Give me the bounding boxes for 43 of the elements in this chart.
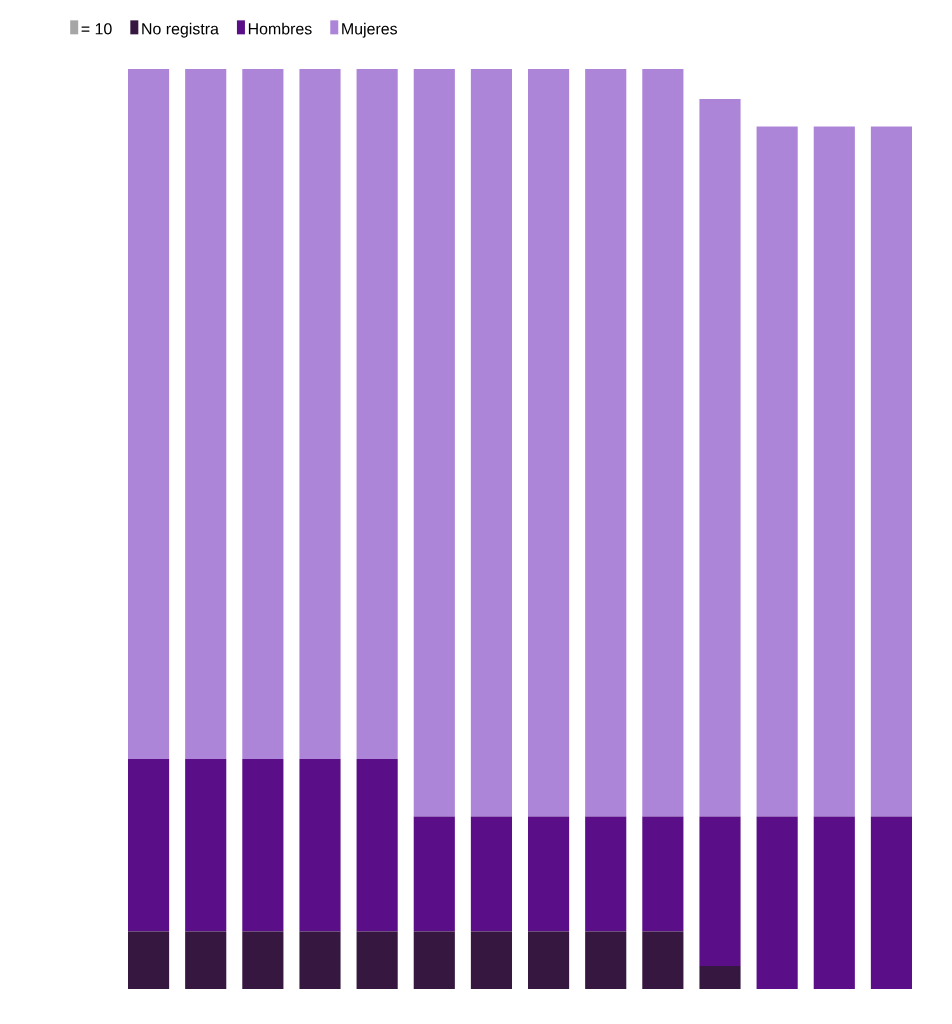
bar [128, 758, 170, 932]
bar [185, 758, 227, 932]
bar [870, 816, 913, 989]
bar [642, 816, 684, 932]
bar [585, 816, 627, 932]
bar [470, 68, 512, 817]
bar [528, 816, 570, 932]
bar [470, 931, 512, 989]
bar [642, 931, 684, 989]
bar [470, 816, 512, 932]
bar [699, 816, 741, 966]
bar [413, 931, 455, 989]
bar [870, 126, 913, 817]
bar [299, 931, 341, 989]
bar [299, 758, 341, 932]
bar [242, 758, 284, 932]
bar [185, 931, 227, 989]
legend-label: Mujeres [342, 22, 398, 38]
bar [756, 816, 798, 989]
bar [585, 931, 627, 989]
legend-label: No registra [142, 22, 219, 38]
bar [813, 816, 855, 989]
bar [699, 98, 741, 817]
bar [356, 68, 398, 759]
bar [413, 816, 455, 932]
bar [699, 965, 741, 989]
bar [128, 68, 170, 759]
bar [356, 758, 398, 932]
bar [185, 68, 227, 759]
bar [128, 931, 170, 989]
bar [356, 931, 398, 989]
bar [242, 68, 284, 759]
bar [413, 68, 455, 817]
bar [585, 68, 627, 817]
bar [528, 931, 570, 989]
legend-label: Hombres [248, 22, 312, 35]
bar [299, 68, 341, 759]
text: = 10 [81, 23, 112, 35]
bar [756, 126, 798, 817]
bar [813, 126, 855, 817]
bar [242, 931, 284, 989]
bar [528, 68, 570, 817]
bar [642, 68, 684, 817]
